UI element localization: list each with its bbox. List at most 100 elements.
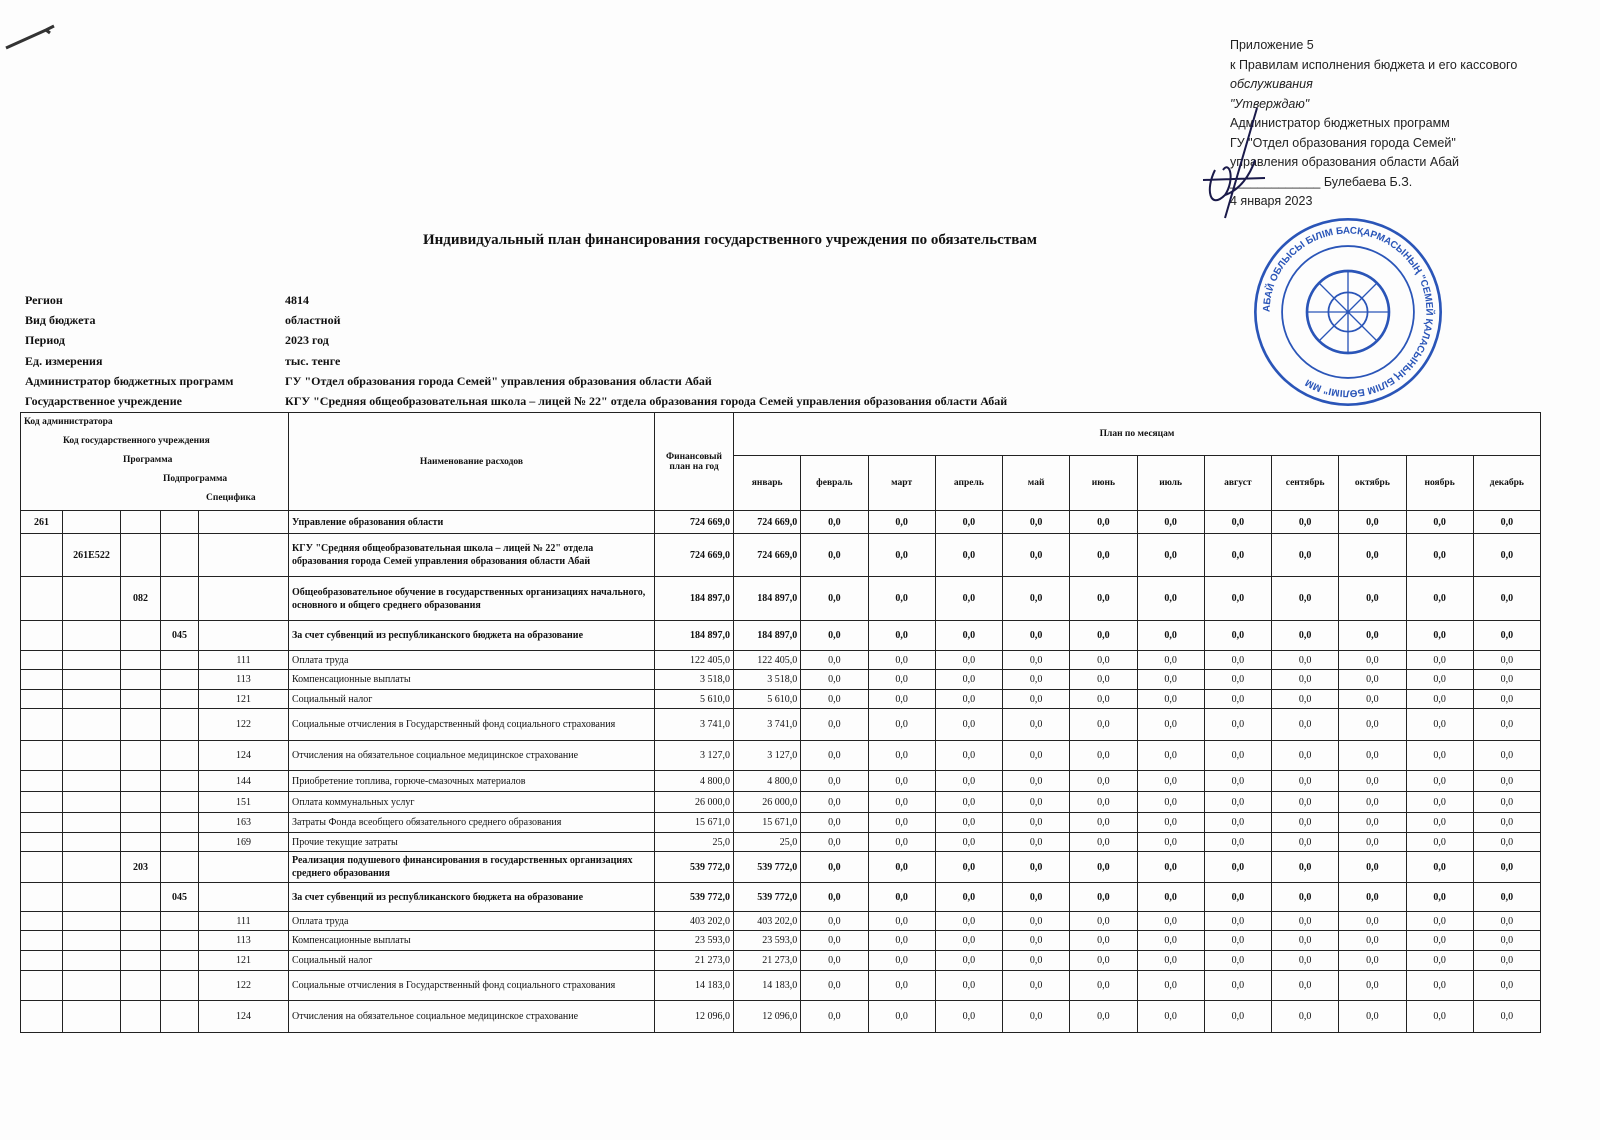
row-month-value: 0,0 (1001, 930, 1071, 951)
empty-code-cell (160, 911, 199, 931)
code-headers: Код администратора Код государственного … (20, 412, 289, 511)
row-month-value: 0,0 (1136, 1000, 1205, 1033)
table-row: 124 Отчисления на обязательное социальное… (20, 1000, 1542, 1033)
row-expense-name: Социальные отчисления в Государственный … (288, 970, 655, 1001)
row-month-value: 0,0 (867, 882, 936, 912)
header-month: декабрь (1472, 455, 1542, 511)
empty-code-cell (120, 770, 161, 792)
empty-code-cell (198, 851, 289, 883)
row-month-value: 0,0 (934, 882, 1004, 912)
row-month-value: 0,0 (1203, 1000, 1273, 1033)
empty-code-cell (62, 669, 121, 690)
approval-date: 4 января 2023 (1230, 194, 1313, 208)
document-title: Индивидуальный план финансирования госуд… (422, 232, 1038, 248)
official-stamp-image: АБАЙ ОБЛЫСЫ БІЛІМ БАСҚАРМАСЫНЫҢ "СЕМЕЙ Қ… (1254, 218, 1442, 406)
row-month-value: 0,0 (934, 970, 1004, 1001)
empty-code-cell (20, 1000, 63, 1033)
row-month-value: 0,0 (1136, 576, 1205, 621)
row-month-value: 0,0 (1338, 911, 1407, 931)
empty-code-cell (160, 533, 199, 577)
row-month-value: 0,0 (1001, 533, 1071, 577)
row-month-value: 0,0 (1270, 576, 1340, 621)
table-row: 124 Отчисления на обязательное социальное… (20, 740, 1542, 771)
row-month-value: 0,0 (1001, 650, 1071, 670)
row-month-value: 0,0 (1069, 930, 1138, 951)
row-month-value: 0,0 (1270, 911, 1340, 931)
row-month-value: 0,0 (1270, 533, 1340, 577)
row-month-value: 0,0 (1069, 669, 1138, 690)
row-code: 124 (198, 1000, 289, 1033)
row-month-value: 0,0 (1472, 689, 1542, 709)
row-month-value: 0,0 (1472, 669, 1542, 690)
row-month-value: 0,0 (867, 689, 936, 709)
empty-code-cell (20, 740, 63, 771)
row-month-value: 0,0 (1069, 510, 1138, 534)
row-month-value: 0,0 (1069, 970, 1138, 1001)
row-month-value: 0,0 (1472, 882, 1542, 912)
table-row: 261 Управление образования области 724 669… (20, 510, 1542, 534)
empty-code-cell (198, 882, 289, 912)
row-month-value: 0,0 (1405, 1000, 1474, 1033)
empty-code-cell (120, 689, 161, 709)
empty-code-cell (120, 970, 161, 1001)
row-annual-total: 25,0 (654, 832, 734, 852)
row-month-value: 0,0 (934, 1000, 1004, 1033)
row-month-value: 0,0 (1338, 1000, 1407, 1033)
empty-code-cell (62, 689, 121, 709)
row-month-value: 0,0 (867, 740, 936, 771)
row-month-value: 0,0 (1136, 510, 1205, 534)
empty-code-cell (120, 620, 161, 651)
row-month-value: 0,0 (1472, 576, 1542, 621)
row-month-value: 0,0 (867, 930, 936, 951)
row-month-value: 0,0 (934, 950, 1004, 971)
row-month-value: 0,0 (800, 689, 869, 709)
row-month-value: 0,0 (1472, 533, 1542, 577)
empty-code-cell (120, 911, 161, 931)
empty-code-cell (160, 689, 199, 709)
row-annual-total: 5 610,0 (654, 689, 734, 709)
table-row: 045 За счет субвенций из республиканского… (20, 882, 1542, 912)
table-row: 045 За счет субвенций из республиканского… (20, 620, 1542, 651)
empty-code-cell (120, 650, 161, 670)
empty-code-cell (20, 832, 63, 852)
row-month-value: 0,0 (800, 851, 869, 883)
row-month-value: 0,0 (1472, 791, 1542, 813)
empty-code-cell (120, 791, 161, 813)
row-expense-name: Приобретение топлива, горюче-смазочных м… (288, 770, 655, 792)
row-month-value: 403 202,0 (732, 911, 802, 931)
info-row-institution: Государственное учреждение КГУ "Средняя о… (25, 394, 1205, 414)
row-expense-name: КГУ "Средняя общеобразовательная школа –… (288, 533, 655, 577)
info-label: Ед. измерения (25, 353, 103, 368)
row-expense-name: Социальный налог (288, 950, 655, 971)
empty-code-cell (20, 970, 63, 1001)
row-expense-name: Отчисления на обязательное социальное ме… (288, 1000, 655, 1033)
row-month-value: 0,0 (1069, 740, 1138, 771)
info-label: Администратор бюджетных программ (25, 373, 234, 388)
row-month-value: 0,0 (1405, 791, 1474, 813)
row-expense-name: Оплата коммунальных услуг (288, 791, 655, 813)
empty-code-cell (120, 510, 161, 534)
table-row: 121 Социальный налог 5 610,0 5 610,0 0,0 0,0 0… (20, 689, 1542, 709)
empty-code-cell (120, 950, 161, 971)
row-code: 045 (160, 620, 199, 651)
header-month: май (1001, 455, 1071, 511)
row-code: 121 (198, 689, 289, 709)
row-expense-name: Затраты Фонда всеобщего обязательного ср… (288, 812, 655, 833)
info-row-region: Регион 4814 (25, 293, 1205, 313)
row-month-value: 14 183,0 (732, 970, 802, 1001)
row-month-value: 0,0 (1270, 882, 1340, 912)
header-month: январь (732, 455, 802, 511)
empty-code-cell (20, 911, 63, 931)
info-label: Государственное учреждение (25, 393, 182, 408)
table-row: 122 Социальные отчисления в Государственн… (20, 708, 1542, 741)
info-value: областной (285, 313, 341, 328)
row-month-value: 0,0 (1136, 533, 1205, 577)
row-month-value: 0,0 (1405, 970, 1474, 1001)
row-month-value: 0,0 (800, 576, 869, 621)
header-month: октябрь (1338, 455, 1407, 511)
row-month-value: 184 897,0 (732, 620, 802, 651)
empty-code-cell (62, 650, 121, 670)
table-row: 203 Реализация подушевого финансирования … (20, 851, 1542, 883)
info-label: Регион (25, 293, 63, 307)
row-month-value: 0,0 (1270, 708, 1340, 741)
